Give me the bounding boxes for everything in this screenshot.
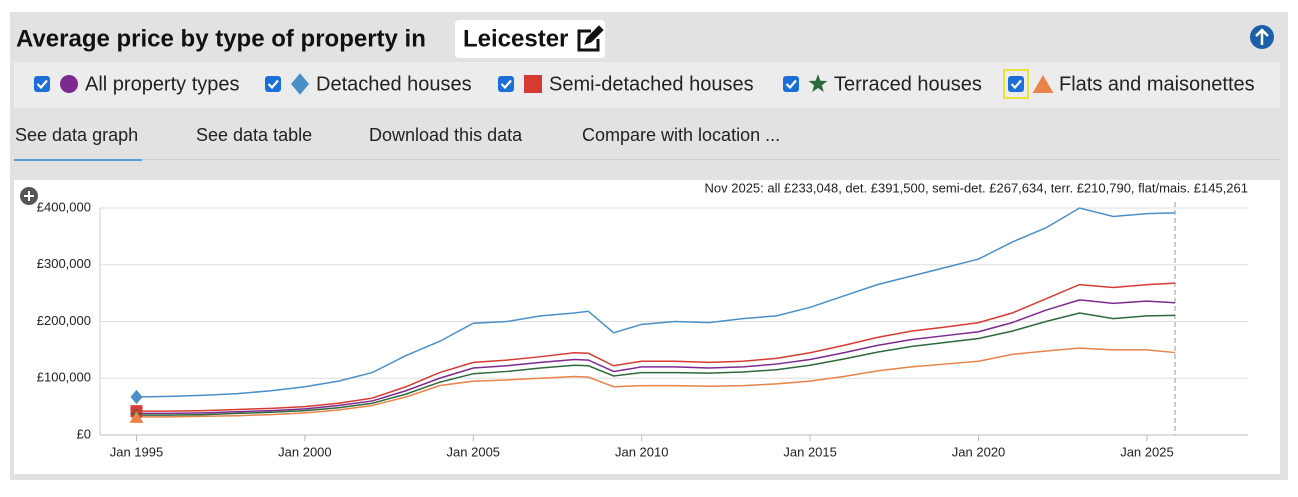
y-tick-label: £200,000 [37, 313, 91, 328]
y-tick-label: £400,000 [37, 199, 91, 214]
tab[interactable]: See data table [196, 125, 312, 145]
checkbox[interactable] [34, 76, 50, 92]
legend-label[interactable]: Terraced houses [834, 73, 982, 95]
x-tick-label: Jan 2000 [278, 444, 332, 459]
legend-symbol [1032, 75, 1054, 93]
legend-label[interactable]: All property types [85, 73, 240, 95]
checkmark [500, 79, 512, 90]
legend-symbol [60, 75, 78, 93]
tab[interactable]: Download this data [369, 125, 523, 145]
checkmark [36, 79, 48, 90]
active-tab-underline [14, 159, 142, 161]
series-line [136, 347, 1176, 418]
x-tick-label: Jan 1995 [110, 444, 164, 459]
y-tick-label: £0 [77, 426, 91, 441]
start-marker [130, 389, 143, 405]
tab[interactable]: Compare with location ... [582, 125, 780, 145]
legend-symbol [291, 73, 309, 95]
legend-label[interactable]: Semi-detached houses [549, 73, 754, 95]
checkmark [785, 79, 797, 90]
title: Average price by type of property in [16, 25, 426, 52]
focus-ring [1003, 69, 1029, 99]
x-tick-label: Jan 2005 [447, 444, 501, 459]
y-tick-label: £100,000 [37, 370, 91, 385]
scroll-top-button[interactable] [1250, 25, 1274, 49]
zoom-icon[interactable] [20, 187, 38, 205]
checkbox[interactable] [783, 76, 799, 92]
x-tick-label: Jan 2020 [952, 444, 1006, 459]
checkbox[interactable] [1008, 76, 1024, 92]
x-tick-label: Jan 2015 [783, 444, 837, 459]
series-line [136, 207, 1176, 398]
legend-symbol [808, 74, 828, 93]
x-tick-label: Jan 2025 [1120, 444, 1174, 459]
legend-label[interactable]: Flats and maisonettes [1059, 73, 1255, 95]
checkbox[interactable] [498, 76, 514, 92]
checkbox[interactable] [265, 76, 281, 92]
legend-label[interactable]: Detached houses [316, 73, 472, 95]
series-line [136, 299, 1176, 415]
legend-bar [14, 62, 1280, 108]
checkmark [1010, 79, 1022, 90]
y-tick-label: £300,000 [37, 256, 91, 271]
location-box[interactable] [455, 20, 605, 58]
start-marker [129, 410, 144, 423]
legend-symbol [524, 75, 542, 93]
location[interactable]: Leicester [463, 25, 568, 52]
checkmark [267, 79, 279, 90]
chart-area [14, 180, 1280, 474]
series-line [136, 282, 1176, 412]
tab[interactable]: See data graph [15, 125, 138, 145]
edit-icon[interactable] [577, 25, 604, 52]
annotation: Nov 2025: all £233,048, det. £391,500, s… [705, 180, 1249, 195]
tab-separator [14, 159, 1280, 160]
series-line [136, 312, 1176, 416]
x-tick-label: Jan 2010 [615, 444, 669, 459]
